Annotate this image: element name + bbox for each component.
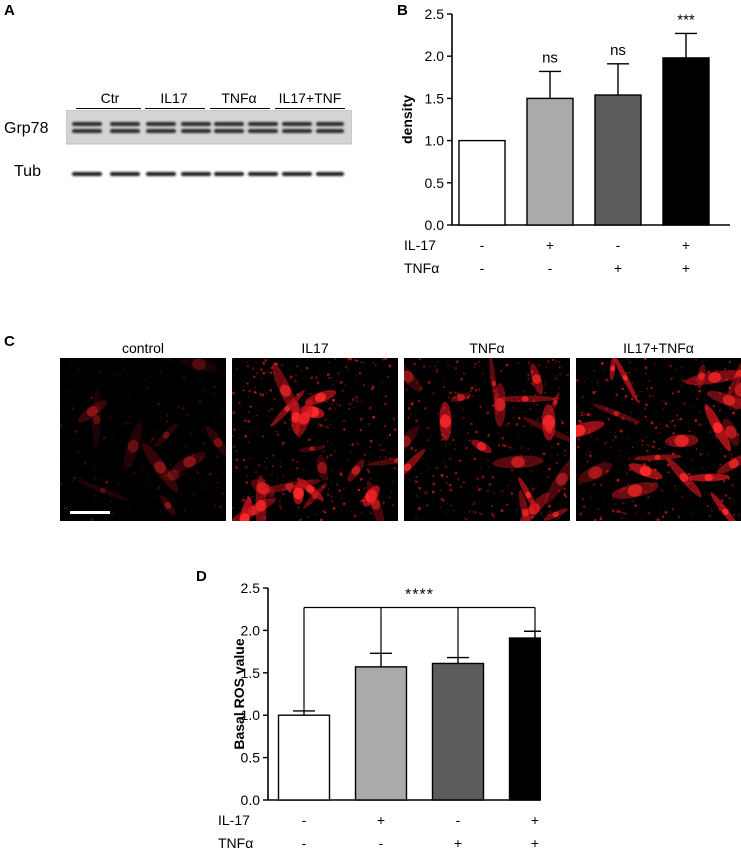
chart-b-condition-sign: - <box>480 237 485 253</box>
chart-d-y-tick-label: 0.0 <box>241 792 261 808</box>
chart-b-condition-label-2: TNFα <box>404 260 439 276</box>
chart-b-y-tick-label: 1.0 <box>425 133 445 149</box>
chart-d-condition-sign: - <box>379 835 384 851</box>
chart-d-condition-sign: - <box>302 812 307 828</box>
micrograph-il17-tnfa <box>576 358 741 521</box>
chart-d-y-axis-label: Basal ROS value <box>231 638 247 749</box>
chart-b: 0.0 0.5 1.0 1.5 2.0 2.5 density IL-17 - + - + TNFα - -… <box>400 6 730 276</box>
chart-d-y-tick-label: 0.5 <box>241 750 261 766</box>
lane-underline-il17 <box>145 108 205 109</box>
chart-d-bar-4 <box>508 637 541 801</box>
chart-b-bar-4 <box>662 57 710 226</box>
chart-b-condition-label-1: IL-17 <box>404 237 436 253</box>
chart-d-y-tick-label: 2.0 <box>241 622 261 638</box>
lane-label-tnfa: TNFα <box>221 90 257 106</box>
chart-d-y-tick-label: 2.5 <box>241 580 261 596</box>
lane-underline-tnfa <box>210 108 270 109</box>
chart-b-condition-sign: + <box>614 260 622 276</box>
panel-label-b: B <box>397 2 408 19</box>
chart-b-condition-sign: + <box>682 237 690 253</box>
chart-d-condition-sign: - <box>456 812 461 828</box>
chart-d-condition-sign: + <box>531 835 539 851</box>
scale-bar <box>70 511 110 514</box>
chart-d-condition-sign: + <box>454 835 462 851</box>
lane-label-il17-tnf: IL17+TNF <box>278 90 342 106</box>
panel-label-a: A <box>4 2 15 19</box>
chart-b-condition-sign: + <box>682 260 690 276</box>
chart-d-condition-sign: + <box>531 812 539 828</box>
blot-row-label-grp78: Grp78 <box>4 120 49 137</box>
lane-underline-ctr <box>76 108 141 109</box>
chart-d-condition-sign: - <box>302 835 307 851</box>
chart-d: 0.0 0.5 1.0 1.5 2.0 2.5 Basal ROS value IL-17 - +… <box>218 580 541 851</box>
lane-underline-il17-tnf <box>275 108 345 109</box>
chart-b-y-tick-label: 2.0 <box>425 48 445 64</box>
chart-d-condition-sign: + <box>377 812 385 828</box>
chart-d-significance-label: **** <box>405 587 434 604</box>
chart-d-bar-2 <box>354 666 408 801</box>
chart-b-bar-2 <box>526 97 574 226</box>
chart-b-condition-sign: + <box>546 237 554 253</box>
chart-d-condition-label-1: IL-17 <box>218 812 250 828</box>
chart-b-bar-1 <box>458 139 506 226</box>
chart-d-y-tick-label: 1.5 <box>241 665 261 681</box>
western-blot-image <box>66 110 352 176</box>
chart-d-condition-label-2: TNFα <box>218 835 253 851</box>
micrograph-label-il17-tnfa: IL17+TNFα <box>623 340 694 356</box>
panel-label-c: C <box>4 333 15 350</box>
micrograph-il17 <box>232 358 398 521</box>
chart-b-bar-3 <box>594 94 642 226</box>
panel-label-d: D <box>196 568 207 585</box>
chart-b-significance-2: ns <box>542 49 558 66</box>
chart-d-y-tick-label: 1.0 <box>241 707 261 723</box>
blot-row-label-tub: Tub <box>14 163 41 180</box>
chart-b-condition-sign: - <box>548 260 553 276</box>
lane-label-ctr: Ctr <box>100 90 120 106</box>
lane-label-il17: IL17 <box>160 90 188 106</box>
micrograph-control <box>60 358 226 521</box>
micrograph-tnfa <box>404 358 570 521</box>
chart-d-bar-1 <box>277 714 331 801</box>
chart-b-y-tick-label: 0.0 <box>425 217 445 233</box>
chart-b-y-axis-label: density <box>400 95 415 144</box>
chart-b-significance-3: ns <box>610 42 626 59</box>
chart-b-condition-sign: - <box>480 260 485 276</box>
micrograph-label-tnfa: TNFα <box>469 340 505 356</box>
chart-b-condition-sign: - <box>616 237 621 253</box>
chart-b-y-tick-label: 1.5 <box>425 90 445 106</box>
chart-b-y-tick-label: 0.5 <box>425 175 445 191</box>
chart-b-significance-4: *** <box>677 11 695 28</box>
chart-b-y-tick-label: 2.5 <box>425 6 445 22</box>
micrograph-label-control: control <box>121 340 165 356</box>
micrograph-label-il17: IL17 <box>301 340 329 356</box>
chart-d-bar-3 <box>431 662 485 801</box>
